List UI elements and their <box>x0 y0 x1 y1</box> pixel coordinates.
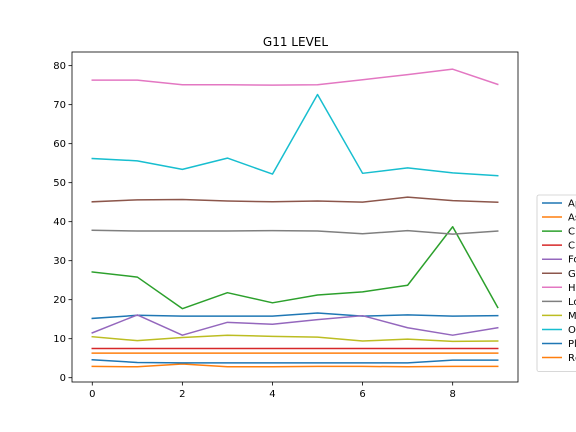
legend-label: As <box>568 213 576 224</box>
x-tick-label: 2 <box>179 389 185 400</box>
legend-label: C <box>568 241 575 252</box>
x-tick-label: 8 <box>449 389 455 400</box>
y-tick-label: 60 <box>53 139 66 150</box>
legend-label: H <box>568 283 576 294</box>
legend-label: Ap <box>568 199 576 210</box>
y-tick-label: 80 <box>53 61 66 72</box>
y-tick-label: 20 <box>53 295 66 306</box>
y-tick-label: 50 <box>53 178 66 189</box>
series-line-10 <box>91 358 499 364</box>
series-line-4 <box>91 314 499 336</box>
series-line-9 <box>91 93 499 177</box>
y-tick-label: 70 <box>53 100 66 111</box>
legend-label: Lo <box>568 297 576 308</box>
legend-label: C <box>568 227 575 238</box>
y-tick-label: 10 <box>53 334 66 345</box>
y-tick-label: 40 <box>53 217 66 228</box>
x-tick-label: 6 <box>359 389 365 400</box>
legend-box <box>536 194 576 372</box>
legend-label: O <box>568 325 576 336</box>
chart-title: G11 LEVEL <box>263 35 328 49</box>
legend: Ap As CC Fo GH Lo MO Pl Rc <box>536 194 576 372</box>
axes-frame <box>71 51 519 383</box>
y-tick-label: 30 <box>53 256 66 267</box>
legend-label: Pl <box>568 339 576 350</box>
y-tick-label: 0 <box>60 373 66 384</box>
x-tick-label: 4 <box>269 389 275 400</box>
series-line-5 <box>91 196 499 203</box>
x-tick-label: 0 <box>89 389 95 400</box>
legend-label: Fo <box>568 255 576 266</box>
series-line-1 <box>91 363 499 368</box>
series-line-0 <box>91 312 499 320</box>
legend-label: G <box>568 269 576 280</box>
legend-label: M <box>568 311 576 322</box>
series-line-8 <box>91 334 499 343</box>
legend-label: Rc <box>568 353 576 364</box>
series-line-6 <box>91 68 499 86</box>
series-line-7 <box>91 229 499 235</box>
series-line-2 <box>91 226 499 310</box>
